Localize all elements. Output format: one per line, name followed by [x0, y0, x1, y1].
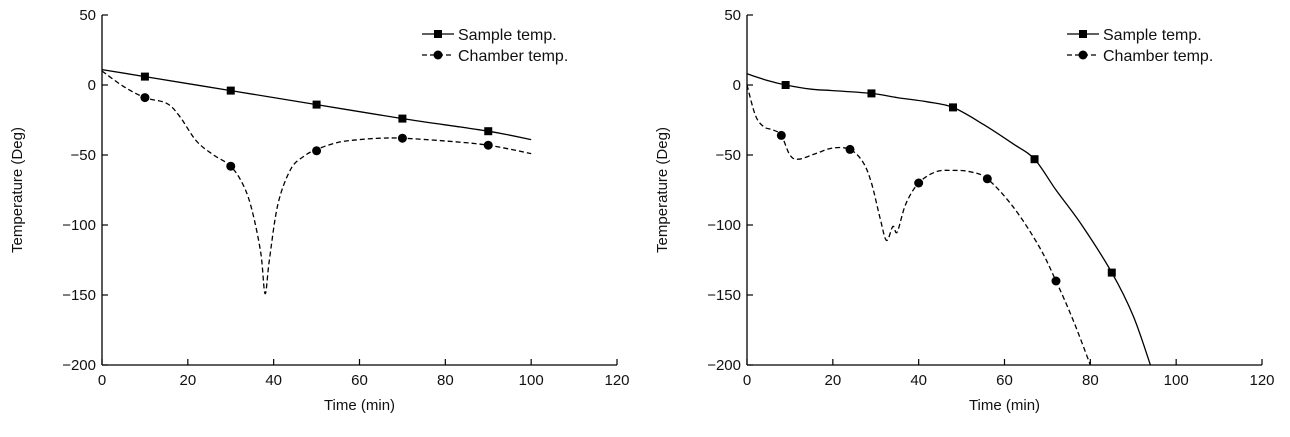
x-tick-label: 120 — [604, 372, 629, 389]
data-point-square — [867, 89, 876, 98]
y-tick-label: −200 — [62, 357, 96, 374]
legend-marker-square — [434, 30, 442, 38]
series-line-sample-temp — [746, 73, 1152, 366]
y-tick-label: −50 — [71, 147, 96, 164]
legend-marker-circle — [1078, 50, 1088, 60]
chart-right: 0 20 40 60 80 100 120 50 0 −50 −100 −150 −200 Time (m… — [654, 7, 1275, 414]
legend-label: Sample temp. — [458, 27, 557, 44]
x-tick-label: 40 — [265, 372, 282, 389]
data-point-circle — [397, 133, 407, 143]
data-point-square — [781, 81, 790, 89]
data-point-circle — [845, 144, 855, 154]
x-tick-label: 120 — [1249, 372, 1274, 389]
x-tick-label: 60 — [351, 372, 368, 389]
y-tick-label: −200 — [707, 357, 741, 374]
y-axis-title: Temperature (Deg) — [9, 127, 26, 253]
y-tick-label: −100 — [707, 217, 741, 234]
data-point-square — [1107, 268, 1116, 277]
x-tick-label: 20 — [824, 372, 841, 389]
legend-marker-circle — [433, 50, 443, 60]
y-tick-label: −50 — [716, 147, 741, 164]
x-tick-label: 100 — [519, 372, 544, 389]
series-line-chamber-temp — [101, 70, 532, 295]
y-tick-label: −150 — [62, 287, 96, 304]
x-tick-label: 0 — [743, 372, 751, 389]
x-tick-label: 80 — [1082, 372, 1099, 389]
x-tick-label: 60 — [996, 372, 1013, 389]
x-tick-label: 0 — [98, 372, 106, 389]
x-tick-label: 100 — [1164, 372, 1189, 389]
y-tick-label: 50 — [724, 7, 741, 24]
data-point-circle — [982, 174, 992, 184]
data-point-square — [140, 72, 149, 81]
legend-marker-square — [1079, 30, 1087, 38]
data-point-circle — [1051, 276, 1061, 286]
y-tick-label: 0 — [88, 77, 96, 94]
x-axis-title: Time (min) — [969, 397, 1040, 414]
y-tick-label: 50 — [79, 7, 96, 24]
data-point-square — [949, 103, 957, 112]
y-tick-label: 0 — [733, 77, 741, 94]
data-point-square — [1030, 155, 1039, 164]
data-point-square — [398, 114, 407, 123]
data-point-circle — [914, 178, 924, 188]
legend-label: Chamber temp. — [1103, 48, 1213, 65]
data-point-circle — [312, 146, 322, 156]
x-axis-title: Time (min) — [324, 397, 395, 414]
x-tick-label: 40 — [910, 372, 927, 389]
data-point-circle — [226, 161, 236, 171]
y-axis-title: Temperature (Deg) — [654, 127, 671, 253]
chart-left: 0 20 40 60 80 100 120 50 0 −50 −100 −150 −200 Time (m… — [9, 7, 630, 414]
data-point-square — [226, 86, 235, 95]
legend-label: Chamber temp. — [458, 48, 568, 65]
data-point-circle — [776, 130, 786, 140]
x-tick-label: 80 — [437, 372, 454, 389]
data-point-circle — [140, 93, 150, 103]
y-tick-label: −100 — [62, 217, 96, 234]
x-tick-label: 20 — [179, 372, 196, 389]
series-line-chamber-temp — [746, 84, 1091, 366]
data-point-square — [484, 127, 493, 136]
data-point-square — [312, 100, 321, 109]
y-tick-label: −150 — [707, 287, 741, 304]
data-point-circle — [483, 140, 493, 150]
legend-label: Sample temp. — [1103, 27, 1202, 44]
